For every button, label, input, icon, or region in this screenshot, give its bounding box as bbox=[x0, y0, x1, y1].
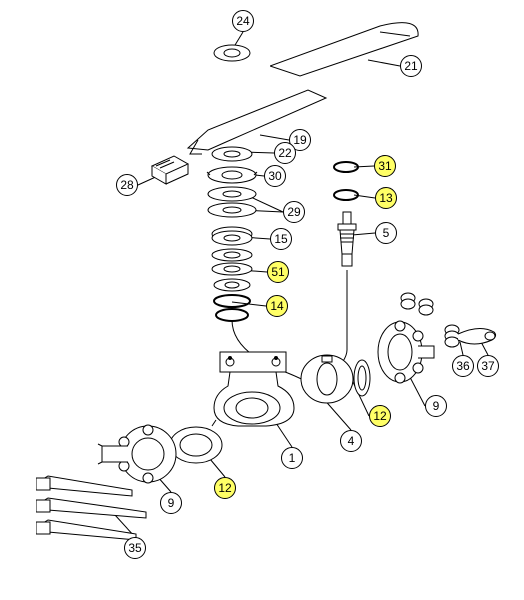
callout-31: 31 bbox=[374, 155, 396, 177]
part-1-body bbox=[208, 338, 298, 435]
callout-36: 36 bbox=[452, 355, 474, 377]
callout-4: 4 bbox=[340, 430, 362, 452]
part-5-stem bbox=[332, 210, 362, 275]
part-14-oring-b bbox=[214, 308, 250, 327]
callout-22: 22 bbox=[274, 142, 296, 164]
callout-28: 28 bbox=[116, 174, 138, 196]
callout-9: 9 bbox=[160, 492, 182, 514]
callout-5: 5 bbox=[375, 222, 397, 244]
part-28-block bbox=[150, 152, 190, 191]
callout-21: 21 bbox=[400, 55, 422, 77]
callout-12: 12 bbox=[369, 405, 391, 427]
callout-24: 24 bbox=[232, 10, 254, 32]
part-21-handle-long bbox=[270, 18, 420, 83]
callout-13: 13 bbox=[375, 187, 397, 209]
callout-14: 14 bbox=[266, 295, 288, 317]
part-small-washers-right bbox=[398, 290, 438, 327]
callout-30: 30 bbox=[264, 165, 286, 187]
callout-12: 12 bbox=[214, 477, 236, 499]
callout-37: 37 bbox=[477, 355, 499, 377]
part-13-oring bbox=[332, 188, 360, 206]
callout-35: 35 bbox=[124, 537, 146, 559]
callout-29: 29 bbox=[283, 201, 305, 223]
part-31-oring bbox=[332, 160, 360, 178]
part-36-37-link bbox=[442, 318, 502, 359]
callout-15: 15 bbox=[270, 228, 292, 250]
callout-51: 51 bbox=[267, 261, 289, 283]
callout-9: 9 bbox=[425, 395, 447, 417]
part-35-bolts bbox=[36, 466, 156, 545]
part-9-endcap-right bbox=[372, 318, 442, 391]
part-29-washer-b bbox=[206, 202, 258, 223]
part-24-nut bbox=[212, 42, 252, 69]
callout-1: 1 bbox=[281, 447, 303, 469]
